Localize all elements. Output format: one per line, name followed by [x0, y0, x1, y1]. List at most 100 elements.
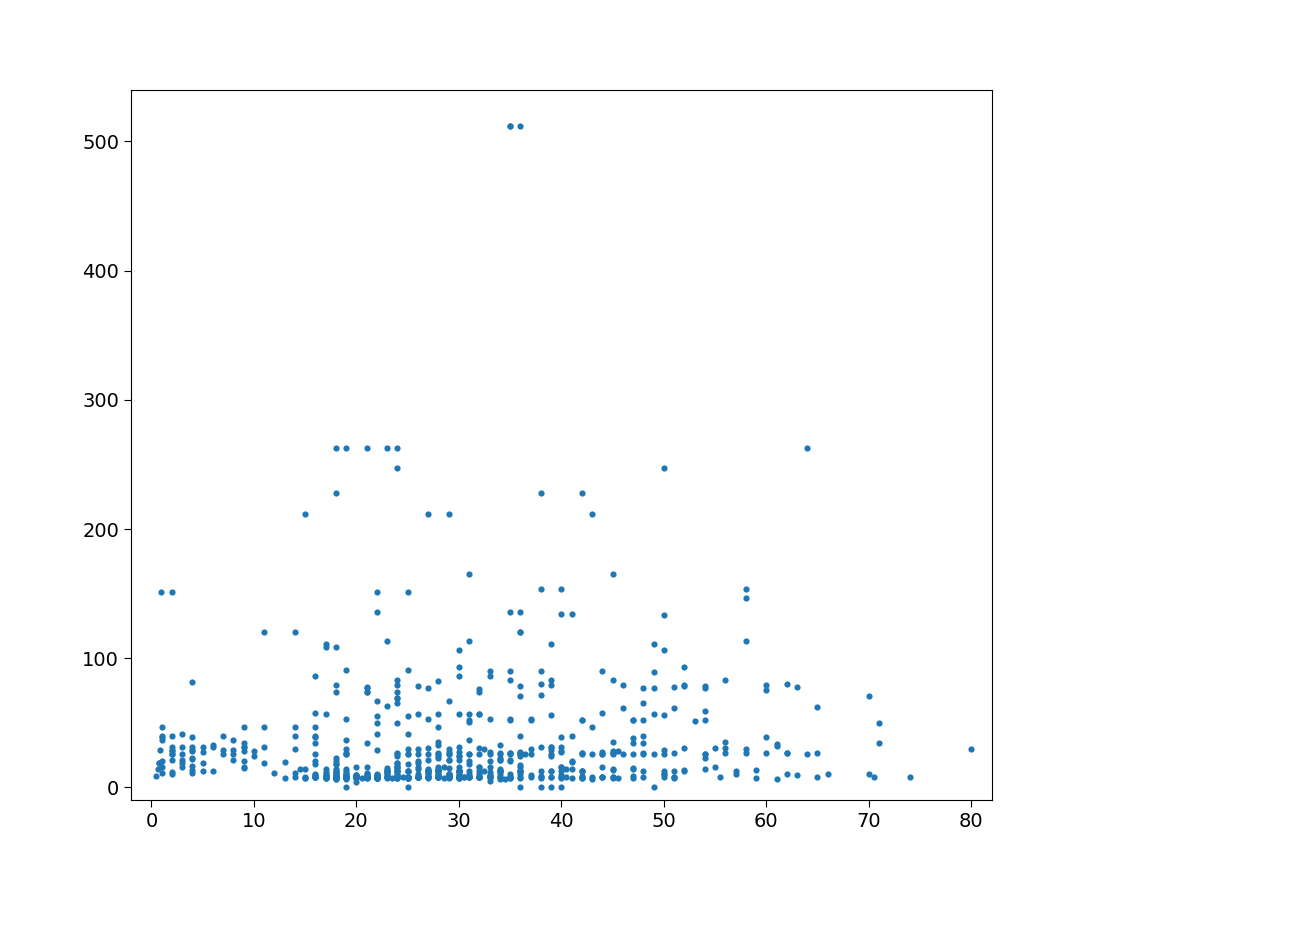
Point: [407, 678, 428, 693]
Point: [448, 763, 469, 778]
Point: [469, 707, 490, 722]
Point: [407, 770, 428, 784]
Point: [499, 754, 520, 769]
Point: [407, 770, 428, 784]
Point: [274, 770, 295, 785]
Point: [438, 770, 458, 784]
Point: [561, 755, 582, 770]
Point: [541, 740, 562, 755]
Point: [335, 662, 356, 677]
Point: [531, 664, 552, 679]
Point: [377, 765, 398, 780]
Point: [448, 740, 469, 755]
Point: [735, 591, 756, 606]
Point: [869, 716, 889, 731]
Point: [561, 606, 582, 621]
Point: [654, 770, 675, 784]
Point: [612, 746, 633, 761]
Point: [346, 768, 367, 783]
Point: [499, 770, 520, 784]
Point: [193, 755, 214, 770]
Point: [694, 680, 715, 695]
Point: [397, 770, 418, 785]
Point: [325, 768, 346, 783]
Point: [356, 685, 377, 700]
Point: [531, 769, 552, 784]
Point: [622, 712, 643, 727]
Point: [325, 770, 346, 784]
Point: [305, 770, 326, 784]
Point: [418, 763, 439, 778]
Point: [397, 770, 418, 784]
Point: [603, 770, 624, 784]
Point: [356, 770, 377, 785]
Point: [356, 770, 377, 784]
Point: [223, 753, 244, 768]
Point: [499, 770, 520, 785]
Point: [428, 770, 449, 784]
Point: [367, 770, 388, 784]
Point: [325, 771, 346, 786]
Point: [386, 716, 407, 731]
Point: [377, 634, 398, 649]
Point: [367, 767, 388, 782]
Point: [386, 690, 407, 705]
Point: [448, 764, 469, 779]
Point: [438, 770, 458, 785]
Point: [356, 765, 377, 780]
Point: [428, 749, 449, 764]
Point: [335, 440, 356, 455]
Point: [571, 712, 592, 727]
Point: [377, 440, 398, 455]
Point: [756, 729, 777, 744]
Point: [603, 770, 624, 784]
Point: [428, 759, 449, 774]
Point: [448, 642, 469, 657]
Point: [151, 728, 172, 743]
Point: [694, 746, 715, 761]
Point: [284, 741, 305, 756]
Point: [499, 672, 520, 687]
Point: [290, 761, 310, 776]
Point: [550, 763, 571, 778]
Point: [223, 742, 244, 757]
Point: [407, 769, 428, 784]
Point: [325, 765, 346, 780]
Point: [428, 770, 449, 784]
Point: [664, 745, 685, 760]
Point: [305, 767, 326, 782]
Point: [643, 665, 664, 680]
Point: [428, 770, 449, 784]
Point: [571, 746, 592, 761]
Point: [386, 763, 407, 778]
Point: [582, 746, 603, 761]
Point: [151, 732, 172, 747]
Point: [335, 767, 356, 782]
Point: [786, 679, 807, 694]
Point: [434, 759, 455, 774]
Point: [386, 763, 407, 778]
Point: [510, 780, 531, 795]
Point: [622, 761, 643, 776]
Point: [469, 682, 490, 697]
Point: [541, 770, 562, 784]
Point: [643, 637, 664, 652]
Point: [397, 763, 418, 778]
Point: [510, 746, 531, 761]
Point: [490, 763, 511, 778]
Point: [305, 770, 326, 784]
Point: [654, 763, 675, 778]
Point: [145, 769, 166, 784]
Point: [469, 770, 490, 784]
Point: [499, 118, 520, 133]
Point: [571, 746, 592, 761]
Point: [541, 770, 562, 784]
Point: [367, 770, 388, 785]
Point: [377, 768, 398, 783]
Point: [172, 746, 193, 761]
Point: [254, 719, 275, 734]
Point: [381, 770, 402, 785]
Point: [356, 770, 377, 784]
Point: [438, 746, 458, 761]
Point: [356, 770, 377, 784]
